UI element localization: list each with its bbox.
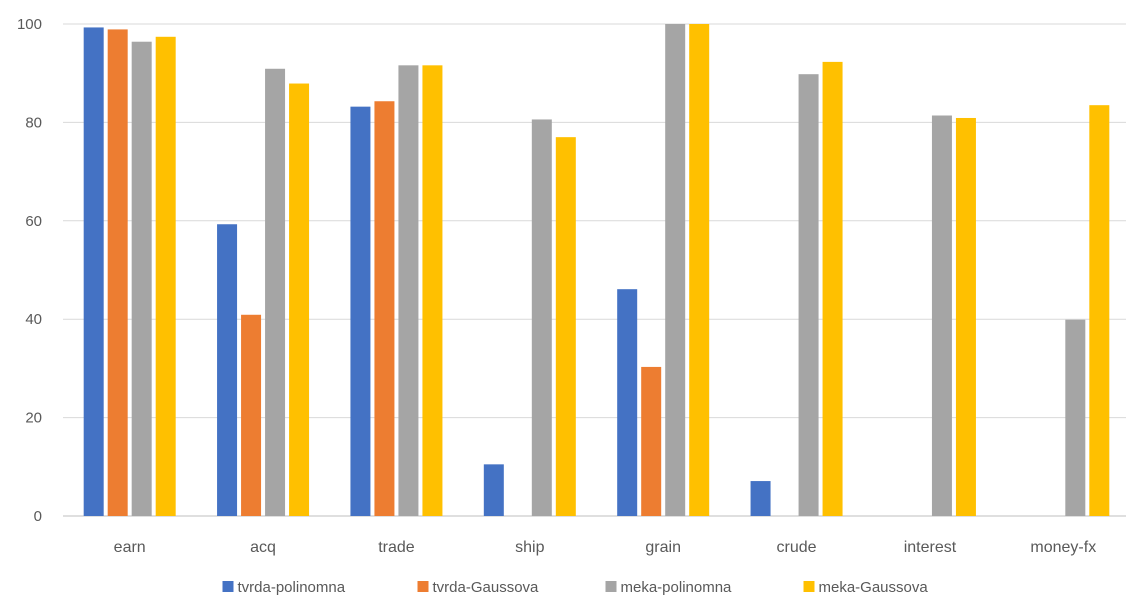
bar-tvrda-polinomna-trade: [350, 106, 371, 516]
bar-meka-Gaussova-interest: [955, 117, 976, 517]
x-tick-label: interest: [904, 539, 957, 556]
y-tick-label: 40: [25, 311, 42, 328]
bar-meka-Gaussova-acq: [289, 83, 310, 517]
y-tick-label: 100: [17, 16, 42, 33]
bar-layer: [83, 24, 1110, 517]
legend-swatch: [605, 581, 617, 592]
y-tick-label: 60: [25, 213, 42, 230]
legend-item: meka-polinomna: [605, 579, 733, 596]
bar-meka-Gaussova-crude: [822, 61, 843, 516]
bar-meka-polinomna-grain: [665, 24, 686, 516]
bar-meka-Gaussova-grain: [689, 24, 710, 516]
legend-item: tvrda-Gaussova: [417, 579, 540, 596]
bar-tvrda-Gaussova-grain: [641, 366, 662, 516]
y-tick-label: 0: [34, 508, 42, 525]
bar-tvrda-Gaussova-earn: [107, 29, 128, 517]
bar-meka-Gaussova-money-fx: [1089, 105, 1110, 517]
bar-meka-Gaussova-earn: [155, 36, 176, 517]
grid-layer: [63, 23, 1126, 517]
x-tick-label: grain: [645, 539, 681, 556]
legend-swatch: [417, 581, 429, 592]
bar-meka-polinomna-money-fx: [1065, 319, 1086, 516]
bar-meka-polinomna-interest: [931, 115, 952, 517]
bar-tvrda-polinomna-ship: [483, 464, 504, 516]
x-tick-label: ship: [515, 539, 544, 556]
bar-meka-polinomna-acq: [265, 68, 286, 516]
bar-tvrda-Gaussova-acq: [241, 314, 262, 516]
bar-meka-polinomna-ship: [531, 119, 552, 516]
axis-layer: 0 20 40 60 80 100 earn acq trade ship grain crude in…: [17, 16, 1096, 556]
x-tick-label: trade: [378, 539, 415, 556]
x-tick-label: acq: [250, 539, 276, 556]
legend-label: tvrda-polinomna: [238, 579, 346, 596]
legend-swatch: [803, 581, 815, 592]
x-tick-label: crude: [777, 539, 817, 556]
legend-label: meka-polinomna: [621, 579, 733, 596]
bar-tvrda-polinomna-earn: [83, 27, 104, 516]
bar-meka-Gaussova-ship: [555, 137, 576, 516]
legend: tvrda-polinomna tvrda-Gaussova meka-polino…: [222, 579, 929, 596]
bar-tvrda-polinomna-grain: [617, 289, 638, 516]
legend-label: tvrda-Gaussova: [433, 579, 540, 596]
bar-tvrda-polinomna-acq: [217, 224, 238, 516]
bar-meka-Gaussova-trade: [422, 65, 443, 516]
legend-label: meka-Gaussova: [819, 579, 929, 596]
bar-tvrda-Gaussova-trade: [374, 101, 395, 516]
legend-item: tvrda-polinomna: [222, 579, 346, 596]
legend-item: meka-Gaussova: [803, 579, 929, 596]
x-tick-label: money-fx: [1030, 539, 1096, 556]
y-tick-label: 80: [25, 114, 42, 131]
legend-swatch: [222, 581, 234, 592]
y-tick-label: 20: [25, 410, 42, 427]
bar-tvrda-polinomna-crude: [750, 481, 771, 516]
bar-meka-polinomna-earn: [131, 41, 152, 516]
bar-meka-polinomna-crude: [798, 74, 819, 517]
bar-meka-polinomna-trade: [398, 65, 419, 516]
x-tick-label: earn: [114, 539, 146, 556]
